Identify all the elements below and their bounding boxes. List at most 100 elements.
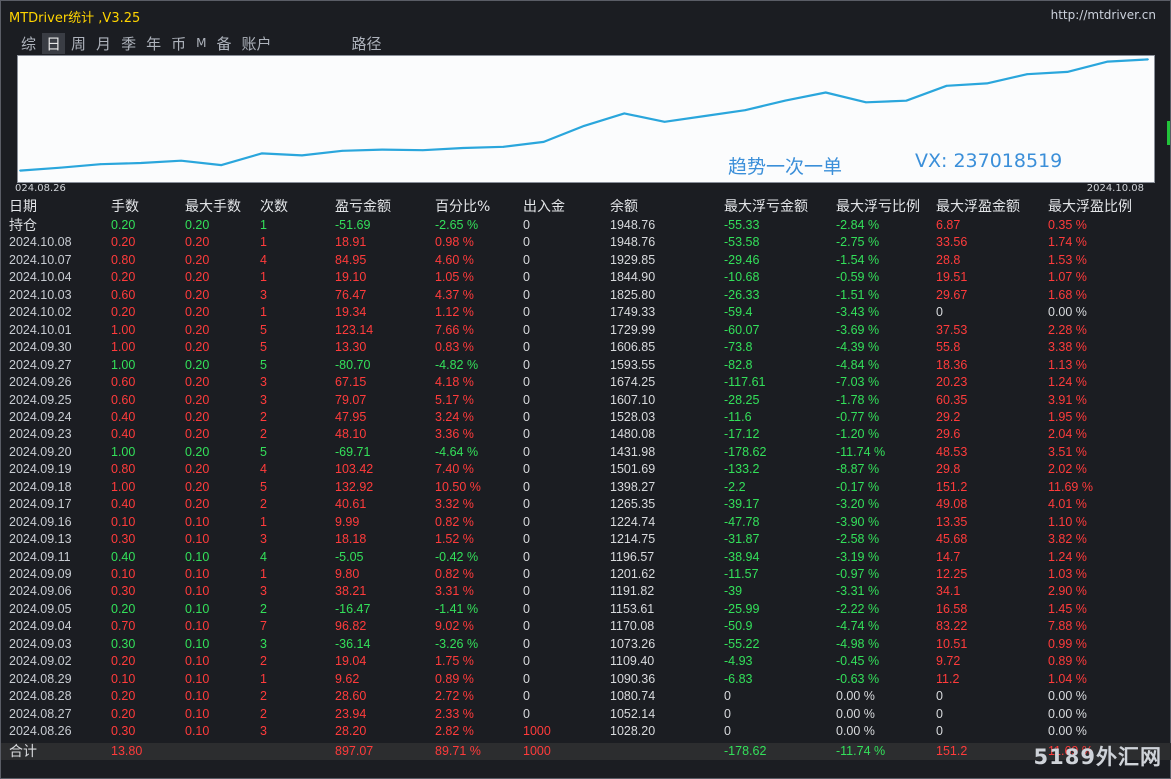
cell-max_lots: 0.20 bbox=[185, 235, 210, 250]
table-row[interactable]: 2024.10.08 0.20 0.20 1 18.91 0.98 % 0 1948.76 -5… bbox=[1, 234, 1171, 251]
balance-point-13 bbox=[542, 141, 545, 143]
table-row[interactable]: 2024.09.24 0.40 0.20 2 47.95 3.24 % 0 1528.03 -1… bbox=[1, 409, 1171, 426]
column-header[interactable]: 盈亏金额 bbox=[335, 199, 391, 215]
cell-mfl: -59.4 bbox=[724, 305, 753, 320]
column-header[interactable]: 百分比% bbox=[435, 199, 491, 215]
cell-pnl: -69.71 bbox=[335, 444, 371, 459]
balance-line-chart bbox=[19, 58, 1149, 172]
column-header[interactable]: 日期 bbox=[9, 199, 37, 215]
table-row[interactable]: 2024.09.18 1.00 0.20 5 132.92 10.50 % 0 1398.27… bbox=[1, 479, 1171, 496]
column-header[interactable]: 最大手数 bbox=[185, 199, 241, 215]
cell-lots: 0.20 bbox=[111, 218, 136, 232]
cell-bal: 1265.35 bbox=[610, 497, 656, 512]
period-tabs: 综日周月季年币 M 备账户 路径 bbox=[17, 32, 388, 54]
tab-1[interactable]: 日 bbox=[42, 32, 66, 54]
balance-point-2 bbox=[99, 163, 102, 166]
balance-point-12 bbox=[502, 145, 505, 148]
table-row[interactable]: 2024.09.09 0.10 0.10 1 9.80 0.82 % 0 1201.62 -11… bbox=[1, 566, 1171, 583]
cell-mflp: -0.63 % bbox=[836, 671, 880, 686]
tab-2[interactable]: 周 bbox=[71, 34, 87, 53]
column-header[interactable]: 最大浮盈金额 bbox=[936, 199, 1020, 215]
table-row[interactable]: 2024.08.27 0.20 0.10 2 23.94 2.33 % 0 1052.14 0 0… bbox=[1, 706, 1171, 723]
tab-10[interactable]: 路径 bbox=[351, 34, 382, 53]
tab-7[interactable]: M bbox=[196, 36, 207, 50]
cell-bal: 1153.61 bbox=[610, 601, 655, 616]
column-header[interactable]: 手数 bbox=[111, 199, 139, 215]
table-row[interactable]: 2024.09.30 1.00 0.20 5 13.30 0.83 % 0 1606.85 -7… bbox=[1, 339, 1171, 356]
cell-pct: 3.32 % bbox=[435, 497, 474, 512]
table-row[interactable]: 2024.09.20 1.00 0.20 5 -69.71 -4.64 % 0 1431.98… bbox=[1, 444, 1171, 461]
table-row[interactable]: 2024.08.26 0.30 0.10 3 28.20 2.82 % 1000 1028.2… bbox=[1, 723, 1171, 740]
balance-point-1 bbox=[59, 166, 62, 169]
cell-count: 1 bbox=[260, 270, 267, 285]
table-row[interactable]: 2024.09.27 1.00 0.20 5 -80.70 -4.82 % 0 1593.55… bbox=[1, 357, 1171, 374]
table-row[interactable]: 2024.10.02 0.20 0.20 1 19.34 1.12 % 0 1749.33 -5… bbox=[1, 304, 1171, 321]
tab-3[interactable]: 月 bbox=[96, 34, 112, 53]
table-row[interactable]: 2024.09.06 0.30 0.10 3 38.21 3.31 % 0 1191.82 -3… bbox=[1, 583, 1171, 600]
column-header[interactable]: 余额 bbox=[610, 199, 638, 215]
cell-pnl: 9.80 bbox=[335, 567, 360, 581]
cell-pct: -3.26 % bbox=[435, 636, 479, 651]
table-row[interactable]: 2024.09.02 0.20 0.10 2 19.04 1.75 % 0 1109.40 -4… bbox=[1, 653, 1171, 670]
tab-5[interactable]: 年 bbox=[146, 34, 162, 53]
table-row[interactable]: 2024.09.23 0.40 0.20 2 48.10 3.36 % 0 1480.08 -1… bbox=[1, 426, 1171, 443]
table-row[interactable]: 2024.09.19 0.80 0.20 4 103.42 7.40 % 0 1501.69 -… bbox=[1, 461, 1171, 478]
cell-mfl: -2.2 bbox=[724, 479, 746, 494]
cell-max_lots: 0.10 bbox=[185, 654, 210, 669]
tab-4[interactable]: 季 bbox=[121, 34, 137, 53]
cell-lots: 0.20 bbox=[111, 270, 136, 285]
balance-point-8 bbox=[341, 149, 344, 152]
table-row[interactable]: 2024.09.03 0.30 0.10 3 -36.14 -3.26 % 0 1073.26… bbox=[1, 636, 1171, 653]
app-url-link[interactable]: http://mtdriver.cn bbox=[1050, 8, 1156, 22]
cell-mflp: -8.87 % bbox=[836, 462, 880, 477]
table-row[interactable]: 2024.08.28 0.20 0.10 2 28.60 2.72 % 0 1080.74 0 0… bbox=[1, 688, 1171, 705]
overlay-strategy-text: 趋势一次一单 bbox=[728, 156, 843, 178]
tab-9[interactable]: 账户 bbox=[241, 34, 272, 53]
cell-mfgp: 3.82 % bbox=[1048, 532, 1087, 547]
cell-mfl: -28.25 bbox=[724, 392, 760, 407]
cell-io: 0 bbox=[523, 462, 530, 477]
cell-lots: 1.00 bbox=[111, 340, 136, 355]
table-row[interactable]: 2024.09.13 0.30 0.10 3 18.18 1.52 % 0 1214.75 -3… bbox=[1, 531, 1171, 548]
cell-mfg: 16.58 bbox=[936, 601, 968, 616]
table-row[interactable]: 2024.08.29 0.10 0.10 1 9.62 0.89 % 0 1090.36 -6.… bbox=[1, 671, 1171, 688]
overlay-contact-text: VX: 237018519 bbox=[915, 150, 1063, 172]
table-row[interactable]: 2024.10.04 0.20 0.20 1 19.10 1.05 % 0 1844.90 -1… bbox=[1, 269, 1171, 286]
table-row[interactable]: 2024.09.11 0.40 0.10 4 -5.05 -0.42 % 0 1196.57 -… bbox=[1, 549, 1171, 566]
cell-date: 2024.09.18 bbox=[9, 479, 72, 494]
table-row[interactable]: 2024.09.26 0.60 0.20 3 67.15 4.18 % 0 1674.25 -1… bbox=[1, 374, 1171, 391]
cell-mfg: 28.8 bbox=[936, 252, 961, 267]
table-row[interactable]: 2024.09.05 0.20 0.10 2 -16.47 -1.41 % 0 1153.61… bbox=[1, 601, 1171, 618]
summary-lots: 13.80 bbox=[111, 743, 143, 758]
tab-0[interactable]: 综 bbox=[21, 34, 37, 53]
cell-date: 2024.09.11 bbox=[9, 549, 71, 564]
column-header[interactable]: 出入金 bbox=[523, 199, 565, 215]
cell-pct: 7.66 % bbox=[435, 322, 474, 337]
table-row[interactable]: 2024.09.25 0.60 0.20 3 79.07 5.17 % 0 1607.10 -2… bbox=[1, 392, 1171, 409]
table-row[interactable]: 2024.09.17 0.40 0.20 2 40.61 3.32 % 0 1265.35 -3… bbox=[1, 496, 1171, 513]
cell-pct: 0.83 % bbox=[435, 340, 474, 355]
balance-chart bbox=[17, 55, 1155, 183]
cell-mfg: 29.67 bbox=[936, 287, 968, 302]
cell-date: 2024.09.20 bbox=[9, 444, 72, 459]
table-row[interactable]: 2024.10.03 0.60 0.20 3 76.47 4.37 % 0 1825.80 -2… bbox=[1, 287, 1171, 304]
tab-8[interactable]: 备 bbox=[216, 34, 232, 53]
cell-mflp: -2.75 % bbox=[836, 235, 880, 250]
cell-bal: 1214.75 bbox=[610, 532, 656, 547]
cell-lots: 0.30 bbox=[111, 584, 136, 599]
column-header[interactable]: 次数 bbox=[260, 199, 288, 215]
column-header[interactable]: 最大浮亏比例 bbox=[836, 199, 920, 215]
table-row[interactable]: 2024.09.04 0.70 0.10 7 96.82 9.02 % 0 1170.08 -5… bbox=[1, 618, 1171, 635]
column-header[interactable]: 最大浮盈比例 bbox=[1048, 199, 1132, 215]
cell-mfg: 0 bbox=[936, 689, 943, 704]
table-row[interactable]: 2024.10.01 1.00 0.20 5 123.14 7.66 % 0 1729.99 -… bbox=[1, 322, 1171, 339]
column-header[interactable]: 最大浮亏金额 bbox=[724, 199, 808, 215]
cell-bal: 1196.57 bbox=[610, 549, 655, 564]
cell-pnl: -80.70 bbox=[335, 357, 371, 372]
table-row[interactable]: 2024.09.16 0.10 0.10 1 9.99 0.82 % 0 1224.74 -47… bbox=[1, 514, 1171, 531]
tab-6[interactable]: 币 bbox=[171, 34, 187, 53]
cell-io: 0 bbox=[523, 287, 530, 302]
table-row[interactable]: 2024.10.07 0.80 0.20 4 84.95 4.60 % 0 1929.85 -2… bbox=[1, 252, 1171, 269]
cell-io: 0 bbox=[523, 532, 530, 547]
table-row[interactable]: 持仓 0.20 0.20 1 -51.69 -2.65 % 0 1948.76 -55.33 -2… bbox=[1, 217, 1171, 234]
